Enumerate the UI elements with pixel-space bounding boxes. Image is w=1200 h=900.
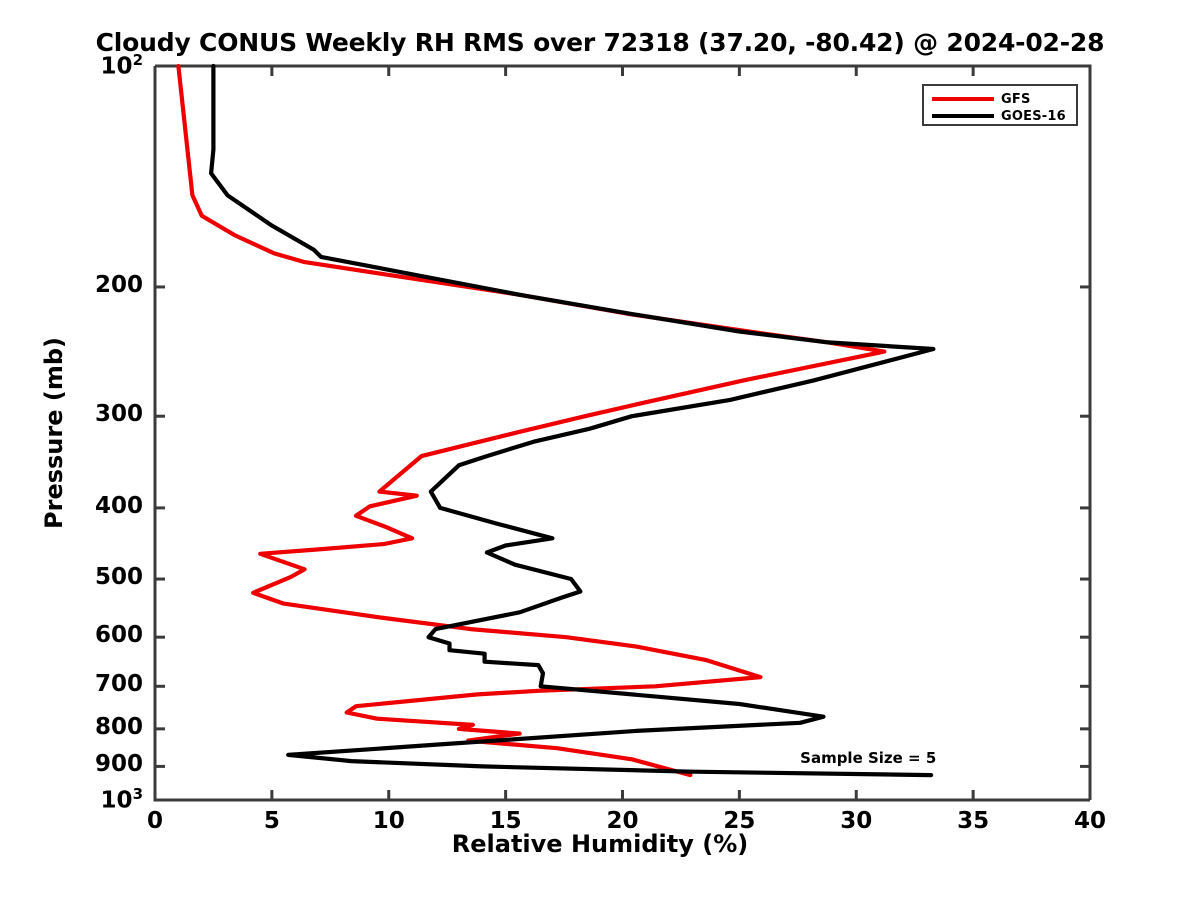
x-tick-label: 30	[840, 808, 873, 834]
series-line-gfs	[176, 63, 887, 778]
y-tick-label: 200	[94, 271, 143, 298]
chart-title: Cloudy CONUS Weekly RH RMS over 72318 (3…	[95, 28, 1105, 57]
y-tick-label: 800	[94, 713, 143, 740]
y-tick-label: 600	[94, 622, 143, 649]
x-tick-label: 5	[263, 808, 280, 834]
sample-size-annotation: Sample Size = 5	[800, 749, 937, 768]
y-tick-label: 102	[100, 51, 143, 80]
series-line-goes-16	[209, 63, 936, 778]
y-tick-label: 500	[94, 564, 143, 591]
x-tick-label: 20	[606, 808, 639, 834]
x-tick-label: 0	[146, 808, 163, 834]
x-tick-label: 10	[372, 808, 405, 834]
y-tick-label: 103	[100, 785, 143, 814]
y-tick-label: 700	[94, 671, 143, 698]
legend-label-gfs: GFS	[1001, 91, 1031, 107]
axis-spines	[153, 66, 1090, 802]
y-tick-label: 400	[94, 492, 143, 519]
x-tick-label: 15	[489, 808, 522, 834]
legend-swatch-goes16	[932, 114, 994, 118]
x-tick-label: 35	[957, 808, 990, 834]
legend: GFS GOES-16	[922, 84, 1078, 126]
y-tick-label: 900	[94, 751, 143, 778]
legend-item-gfs: GFS	[924, 91, 1031, 107]
legend-swatch-gfs	[932, 97, 994, 101]
legend-item-goes16: GOES-16	[924, 108, 1066, 124]
x-tick-label: 25	[723, 808, 756, 834]
x-axis-label: Relative Humidity (%)	[451, 830, 749, 858]
y-tick-label: 300	[94, 401, 143, 428]
legend-label-goes16: GOES-16	[1001, 108, 1066, 124]
axis-spines-top-right	[155, 64, 1092, 800]
x-tick-label: 40	[1073, 808, 1106, 834]
